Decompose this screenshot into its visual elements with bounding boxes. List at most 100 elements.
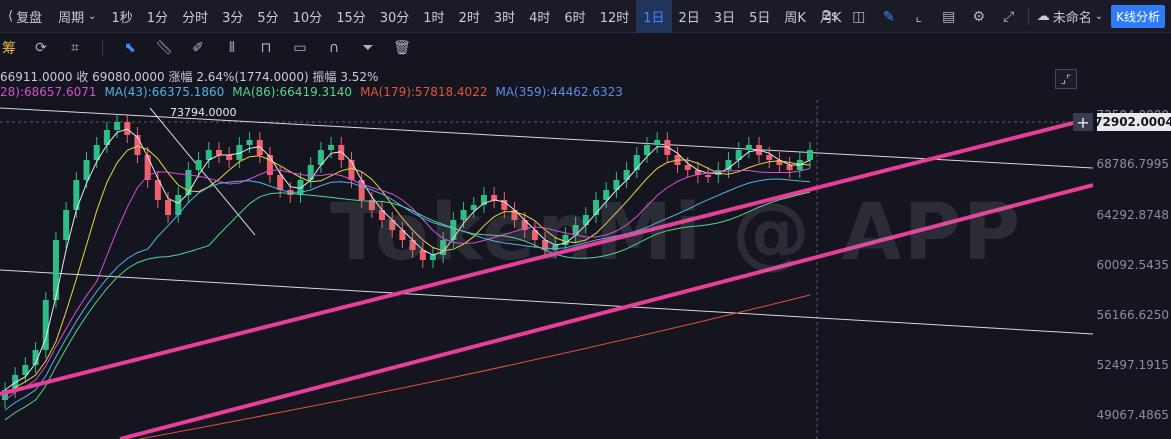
period-option[interactable]: 1日 [636, 0, 672, 33]
period-option[interactable]: 2日 [678, 10, 700, 26]
period-option[interactable]: 12时 [599, 10, 630, 26]
text-note-icon[interactable]: ▭ [293, 40, 307, 56]
trendline-upper [0, 116, 1093, 396]
candle-body [338, 145, 345, 160]
camera-icon[interactable]: ◫ [852, 8, 866, 25]
current-price-tag: 72902.0004 [1094, 113, 1171, 131]
candle-body [542, 240, 549, 250]
period-option[interactable]: 周K [784, 10, 806, 26]
divider [1027, 8, 1029, 25]
lock-icon[interactable]: ⊓ [260, 40, 272, 56]
period-option[interactable]: 2时 [458, 10, 480, 26]
candle-body [195, 160, 202, 170]
candle-body [735, 150, 742, 160]
cloud-icon: ☁ [1036, 9, 1050, 24]
candle-body [664, 140, 671, 155]
period-option[interactable]: 3分 [222, 10, 244, 26]
divider [102, 40, 103, 56]
collapse-icon[interactable]: ⌟⌜ [1055, 69, 1077, 89]
candle-body [256, 140, 263, 155]
candle-body [205, 150, 212, 160]
pencil-icon[interactable]: ✎ [882, 8, 895, 25]
price-axis-label: 56166.6250 [1096, 308, 1169, 322]
candle-body [226, 155, 233, 160]
drawing-toolbar: 筹 ⟳ ⌗ ⬉ 📏︎ ✐ ⫴ ⊓ ▭ ∩ ⏷ 🗑︎ [0, 33, 1171, 63]
period-option[interactable]: 15分 [336, 10, 366, 26]
candle-body [470, 205, 477, 210]
price-axis-label: 52497.1915 [1096, 358, 1169, 372]
crop-icon[interactable]: ⌞ [915, 8, 922, 25]
period-dropdown[interactable]: 周期 ⌄ [50, 0, 104, 33]
candle-body [399, 230, 406, 240]
channel-upper-line [0, 107, 1093, 169]
candlestick-chart[interactable] [0, 100, 1093, 439]
cursor-icon[interactable]: ⬉ [124, 40, 136, 56]
candle-body [725, 160, 732, 170]
ma-value: MA(43):66375.1860 [104, 85, 225, 99]
period-option[interactable]: 1秒 [111, 10, 133, 26]
replay-button[interactable]: ⟨ 复盘 [0, 0, 50, 33]
candle-body [643, 145, 650, 155]
replay-icon: ⟨ [8, 8, 14, 24]
candle-body [175, 195, 182, 215]
ma-line-cyan [4, 178, 811, 411]
candle-body [807, 150, 813, 160]
ruler-icon[interactable]: 📏︎ [155, 40, 173, 56]
candle-body [501, 200, 508, 210]
candle-body [236, 145, 243, 160]
candle-body [786, 165, 793, 170]
period-option[interactable]: 分时 [182, 10, 209, 26]
template-icon[interactable]: ▤ [942, 8, 956, 25]
ma-line-white [4, 128, 811, 391]
candle-body [776, 160, 783, 165]
candle-body [613, 180, 620, 190]
candle-body [531, 230, 538, 240]
filter-icon[interactable]: ⏷ [362, 40, 374, 56]
layout-dropdown[interactable]: ☁ 未命名 ⌄ [1033, 0, 1107, 33]
price-axis-label: 68786.7995 [1096, 157, 1169, 171]
candle-body [215, 150, 222, 155]
top-toolbar-right: 2s ◫ ✎ ⌞ ▤ ⚙ ⤢ ☁ 未命名 ⌄ K线分析 [817, 0, 1171, 33]
add-alert-button[interactable]: + [1073, 113, 1093, 132]
magnet-icon[interactable]: ∩ [328, 40, 340, 56]
candle-body [389, 220, 396, 230]
settings-icon[interactable]: ⚙ [972, 8, 985, 25]
period-option[interactable]: 5日 [749, 10, 771, 26]
candle-body [480, 195, 487, 205]
candle-body [603, 190, 610, 200]
layout-name: 未命名 [1052, 11, 1092, 26]
trash-icon[interactable]: 🗑︎ [393, 40, 411, 56]
kline-analysis-button[interactable]: K线分析 [1111, 5, 1165, 28]
period-option[interactable]: 6时 [564, 10, 586, 26]
pattern-icon[interactable]: ⫴ [229, 40, 235, 56]
chip-distribution-button[interactable]: 筹 [2, 41, 16, 57]
period-option[interactable]: 1分 [146, 10, 169, 26]
period-option[interactable]: 10分 [292, 10, 323, 26]
ma-line-magenta [4, 168, 811, 401]
candle-body [358, 180, 365, 200]
candle-body [246, 140, 253, 145]
period-option[interactable]: 4时 [529, 10, 551, 26]
candle-body [154, 180, 161, 200]
fullscreen-icon[interactable]: ⤢ [1003, 8, 1015, 25]
fib-line [149, 107, 256, 236]
candle-body [766, 155, 773, 160]
period-option[interactable]: 5分 [257, 10, 279, 26]
period-option[interactable]: 3时 [493, 10, 516, 26]
price-axis-label: 60092.5435 [1096, 258, 1169, 272]
period-option[interactable]: 1时 [423, 10, 445, 26]
candle-body [52, 240, 59, 300]
replay-label: 复盘 [16, 10, 43, 26]
brush-icon[interactable]: ✐ [192, 40, 204, 56]
candle-body [266, 155, 273, 175]
indicator-edit-icon[interactable]: ⌗ [71, 40, 79, 56]
ma-line-green [4, 191, 811, 421]
candle-body [328, 145, 335, 150]
candle-body [165, 200, 172, 215]
period-option[interactable]: 月K [819, 10, 842, 26]
period-option[interactable]: 30分 [379, 10, 410, 26]
indicator-icon[interactable]: ⟳ [35, 40, 47, 56]
ma-value: MA(179):57818.4022 [360, 85, 488, 99]
period-option[interactable]: 3日 [713, 10, 736, 26]
refresh-rate[interactable]: 2s [822, 9, 838, 24]
